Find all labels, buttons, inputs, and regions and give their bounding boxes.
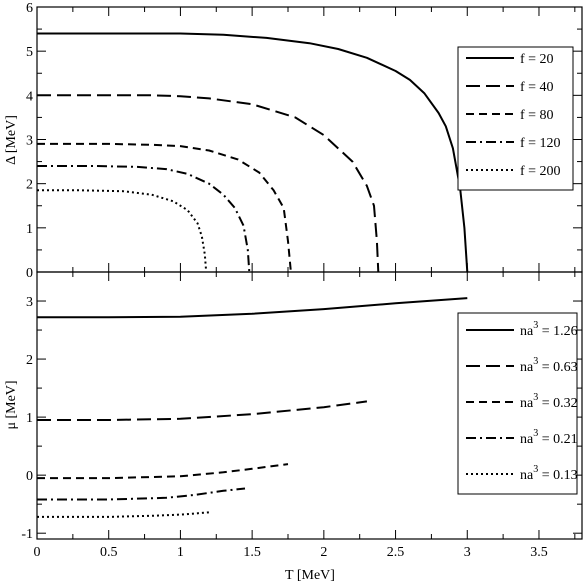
- legend-label-4: f = 120: [520, 136, 561, 151]
- y-tick-label: 5: [26, 45, 33, 60]
- bottom-series-group: [37, 297, 468, 518]
- y-tick-label: -1: [21, 527, 33, 542]
- x-tick-label: 0.5: [100, 545, 118, 560]
- y-tick-label: 1: [26, 411, 33, 426]
- x-tick-label: 2: [320, 545, 327, 560]
- y-tick-label: 4: [26, 89, 33, 104]
- series-line-3: [37, 142, 292, 273]
- legend-label-3: na3 = 0.32: [520, 392, 578, 411]
- top-axis-ticks: 0 1 2 3 4 5 6: [26, 1, 582, 281]
- x-tick-label: 3: [464, 545, 471, 560]
- series-line-2: [37, 400, 368, 421]
- top-legend-box: [457, 46, 574, 191]
- series-line-4: [37, 165, 251, 273]
- legend-label-2: na3 = 0.63: [520, 356, 578, 375]
- y-tick-label: 1: [26, 222, 33, 237]
- x-tick-label: 2.5: [387, 545, 405, 560]
- bottom-panel-frame: [36, 271, 583, 540]
- series-line-5: [37, 511, 210, 518]
- series-line-2: [37, 94, 380, 273]
- x-tick-label: 0: [34, 545, 41, 560]
- top-legend: f = 20 f = 40 f = 80 f = 120 f = 200: [466, 52, 561, 179]
- x-tick-label: 1.5: [243, 545, 261, 560]
- bottom-legend-box: [457, 312, 578, 495]
- legend-label-1: f = 20: [520, 52, 554, 67]
- series-line-3: [37, 463, 289, 480]
- y-tick-label: 6: [26, 1, 33, 16]
- legend-label-5: f = 200: [520, 164, 561, 179]
- x-axis-label: T [MeV]: [285, 568, 335, 583]
- top-series-group: [37, 32, 469, 273]
- series-line-5: [37, 189, 208, 273]
- y-tick-label: 0: [26, 266, 33, 281]
- y-tick-label: 2: [26, 178, 33, 193]
- y-tick-label: 3: [26, 295, 33, 310]
- legend-label-2: f = 40: [520, 80, 554, 95]
- x-tick-label: 1: [177, 545, 184, 560]
- y-tick-label: 0: [26, 469, 33, 484]
- top-y-axis-label: Δ [MeV]: [4, 115, 19, 165]
- legend-label-3: f = 80: [520, 108, 554, 123]
- legend-label-1: na3 = 1.26: [520, 320, 578, 339]
- bottom-y-axis-label: μ [MeV]: [4, 380, 19, 429]
- y-tick-label: 3: [26, 134, 33, 149]
- y-tick-label: 2: [26, 353, 33, 368]
- series-line-1: [37, 32, 469, 273]
- series-line-4: [37, 487, 246, 501]
- bottom-legend: na3 = 1.26 na3 = 0.63 na3 = 0.32 na3 = 0.21…: [466, 320, 578, 483]
- series-line-1: [37, 297, 468, 319]
- x-tick-label: 3.5: [530, 545, 548, 560]
- legend-label-4: na3 = 0.21: [520, 428, 578, 447]
- legend-label-5: na3 = 0.13: [520, 464, 578, 483]
